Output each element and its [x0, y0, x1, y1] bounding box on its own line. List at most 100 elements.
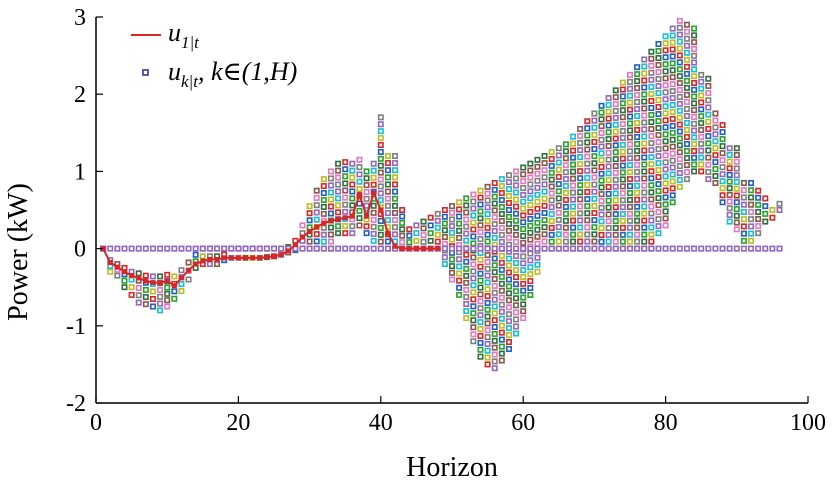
- scatter-marker: [648, 182, 655, 189]
- scatter-marker: [762, 245, 769, 252]
- scatter-marker: [641, 189, 648, 196]
- scatter-marker: [221, 245, 228, 252]
- u1-point: [221, 255, 227, 261]
- scatter-marker: [555, 181, 562, 188]
- scatter-marker: [520, 294, 527, 301]
- scatter-marker: [683, 56, 690, 63]
- scatter-marker: [726, 185, 733, 192]
- scatter-marker: [384, 245, 391, 252]
- scatter-marker: [185, 245, 192, 252]
- scatter-marker: [505, 304, 512, 311]
- scatter-marker: [171, 245, 178, 252]
- scatter-marker: [584, 118, 591, 125]
- scatter-marker: [591, 110, 598, 117]
- scatter-marker: [484, 361, 491, 368]
- scatter-marker: [520, 267, 527, 274]
- scatter-marker: [577, 231, 584, 238]
- scatter-marker: [712, 124, 719, 131]
- scatter-marker: [733, 226, 740, 233]
- scatter-marker: [691, 154, 698, 161]
- scatter-marker: [662, 110, 669, 117]
- scatter-marker: [740, 245, 747, 252]
- scatter-marker: [634, 196, 641, 203]
- scatter-marker: [705, 176, 712, 183]
- scatter-marker: [491, 289, 498, 296]
- scatter-marker: [505, 200, 512, 207]
- scatter-marker: [655, 230, 662, 237]
- scatter-marker: [441, 240, 448, 247]
- scatter-marker: [748, 187, 755, 194]
- scatter-marker: [691, 161, 698, 168]
- scatter-marker: [527, 250, 534, 257]
- u1-point: [428, 246, 434, 252]
- scatter-marker: [427, 222, 434, 229]
- scatter-marker: [377, 114, 384, 121]
- scatter-marker: [477, 298, 484, 305]
- scatter-marker: [541, 231, 548, 238]
- scatter-marker: [591, 202, 598, 209]
- scatter-marker: [648, 55, 655, 62]
- scatter-marker: [641, 168, 648, 175]
- scatter-marker: [755, 230, 762, 237]
- scatter-marker: [762, 203, 769, 210]
- scatter-marker: [513, 302, 520, 309]
- scatter-marker: [135, 245, 142, 252]
- scatter-marker: [513, 295, 520, 302]
- scatter-marker: [555, 238, 562, 245]
- scatter-marker: [370, 202, 377, 209]
- scatter-marker: [691, 107, 698, 114]
- scatter-marker: [484, 224, 491, 231]
- scatter-marker: [570, 147, 577, 154]
- scatter-marker: [178, 281, 185, 288]
- scatter-marker: [676, 38, 683, 45]
- scatter-marker: [662, 222, 669, 229]
- u1-point: [413, 246, 419, 252]
- scatter-marker: [377, 217, 384, 224]
- scatter-marker: [548, 197, 555, 204]
- scatter-marker: [157, 293, 164, 300]
- scatter-marker: [740, 230, 747, 237]
- scatter-marker: [505, 245, 512, 252]
- scatter-marker: [434, 231, 441, 238]
- scatter-marker: [534, 219, 541, 226]
- scatter-marker: [448, 216, 455, 223]
- scatter-marker: [498, 245, 505, 252]
- scatter-marker: [320, 238, 327, 245]
- scatter-marker: [612, 156, 619, 163]
- scatter-marker: [335, 195, 342, 202]
- u1-point: [257, 255, 263, 261]
- scatter-marker: [570, 168, 577, 175]
- scatter-marker: [641, 98, 648, 105]
- scatter-marker: [619, 162, 626, 169]
- scatter-marker: [598, 238, 605, 245]
- scatter-marker: [669, 81, 676, 88]
- scatter-marker: [470, 310, 477, 317]
- scatter-marker: [520, 205, 527, 212]
- scatter-marker: [641, 133, 648, 140]
- u1-point: [307, 229, 313, 235]
- scatter-marker: [477, 332, 484, 339]
- scatter-marker: [669, 25, 676, 32]
- scatter-marker: [377, 231, 384, 238]
- scatter-marker: [691, 59, 698, 66]
- scatter-marker: [669, 115, 676, 122]
- scatter-marker: [477, 277, 484, 284]
- scatter-marker: [463, 301, 470, 308]
- scatter-marker: [662, 47, 669, 54]
- scatter-marker: [327, 238, 334, 245]
- u1-point: [364, 213, 370, 219]
- scatter-marker: [498, 266, 505, 273]
- scatter-marker: [128, 245, 135, 252]
- scatter-marker: [577, 238, 584, 245]
- scatter-marker: [726, 171, 733, 178]
- scatter-marker: [356, 185, 363, 192]
- scatter-marker: [776, 200, 783, 207]
- scatter-marker: [498, 238, 505, 245]
- scatter-marker: [669, 53, 676, 60]
- scatter-marker: [655, 111, 662, 118]
- scatter-marker: [641, 154, 648, 161]
- scatter-marker: [470, 303, 477, 310]
- scatter-marker: [648, 133, 655, 140]
- scatter-marker: [612, 128, 619, 135]
- scatter-marker: [598, 129, 605, 136]
